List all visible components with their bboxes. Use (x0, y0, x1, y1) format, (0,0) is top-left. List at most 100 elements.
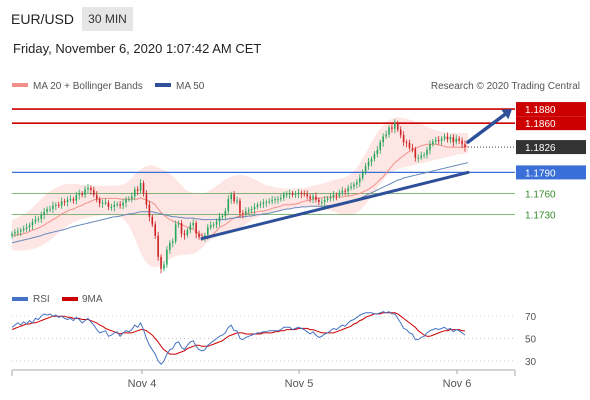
current-price-tag (516, 140, 586, 155)
level-label-1.1760: 1.1760 (525, 190, 556, 201)
candle-body (423, 154, 425, 156)
bollinger-band (12, 117, 468, 268)
candle-body (417, 157, 420, 159)
candle-body (245, 211, 247, 214)
candle-body (63, 201, 66, 203)
candle-body (323, 199, 326, 202)
candle-body (274, 199, 276, 201)
candle-body (280, 197, 282, 200)
candle-body (315, 196, 317, 200)
candle-body (180, 223, 183, 234)
header: EUR/USD 30 MIN (0, 0, 590, 34)
time-tick-label: Nov 4 (128, 378, 157, 390)
level-label-1.1790: 1.1790 (525, 168, 556, 179)
candle-body (437, 140, 440, 142)
candle-body (461, 140, 463, 145)
candle-body (306, 194, 308, 197)
rsi-tick-label: 30 (525, 357, 537, 368)
candle-body (329, 197, 332, 199)
candle-body (78, 193, 81, 195)
candle-body (262, 202, 265, 205)
candle-body (122, 202, 124, 206)
candle-body (14, 232, 16, 234)
candle-body (17, 231, 19, 233)
candle-body (163, 264, 165, 269)
candle-body (227, 199, 230, 212)
candle-body (239, 200, 241, 214)
candle-body (434, 140, 437, 142)
candle-body (171, 241, 174, 243)
rsi-legend-label: RSI (33, 294, 50, 305)
support-trendline (200, 170, 470, 241)
candle-body (338, 192, 341, 196)
candle-body (148, 204, 151, 217)
candle-body (268, 201, 270, 203)
candle-body (49, 209, 51, 210)
rsi-tick-label: 70 (525, 312, 537, 323)
candle-body (151, 216, 154, 225)
candle-body (154, 224, 157, 236)
candle-body (265, 201, 268, 203)
candle-body (376, 149, 379, 155)
candle-body (326, 198, 329, 200)
candle-body (142, 182, 145, 194)
candle-body (341, 190, 344, 193)
ma9-legend-swatch (62, 297, 78, 301)
candle-body (43, 211, 45, 215)
candle-body (113, 204, 116, 207)
forecast-arrow-head (501, 109, 512, 120)
candle-body (388, 127, 390, 135)
candle-body (382, 136, 384, 143)
candle-body (37, 218, 40, 220)
candle-body (119, 204, 121, 206)
datetime-label: Friday, November 6, 2020 1:07:42 AM CET (13, 41, 262, 56)
candle-body (34, 219, 37, 222)
candle-body (320, 201, 323, 203)
rsi-ma9-line (11, 312, 465, 355)
level-tag-1.1880 (516, 102, 586, 117)
rsi-tick-label: 50 (525, 335, 537, 346)
candle-body (174, 224, 177, 242)
candle-body (385, 134, 387, 137)
candle-body (69, 199, 72, 201)
candle-body (464, 144, 466, 148)
candle-body (256, 204, 259, 207)
candle-body (90, 187, 92, 190)
candle-body (31, 221, 34, 226)
candle-body (318, 199, 320, 202)
candle-body (169, 242, 171, 250)
current-price-label: 1.1826 (525, 143, 556, 154)
candle-body (414, 149, 417, 158)
candle-body (353, 184, 355, 187)
candle-body (101, 202, 104, 204)
candle-body (440, 138, 443, 141)
candle-body (57, 204, 60, 206)
candle-body (370, 159, 373, 162)
candle-body (426, 149, 428, 155)
candle-body (399, 129, 402, 136)
candle-body (66, 199, 69, 202)
candle-body (297, 192, 300, 195)
candle-body (52, 205, 54, 209)
candle-body (432, 141, 434, 145)
ma50-legend-label: MA 50 (176, 81, 205, 92)
candle-body (391, 127, 393, 129)
candle-body (285, 194, 288, 196)
candle-body (247, 209, 250, 212)
candle-body (195, 223, 197, 234)
candle-body (224, 211, 227, 217)
candle-body (250, 209, 253, 210)
candle-body (81, 193, 83, 195)
candle-body (93, 190, 95, 195)
candle-body (402, 135, 405, 143)
candle-body (192, 223, 194, 226)
candle-body (25, 227, 28, 229)
timeframe-button[interactable]: 30 MIN (82, 7, 133, 31)
level-tag-1.1860 (516, 116, 586, 131)
candle-body (373, 154, 376, 160)
candle-body (125, 199, 127, 203)
level-label-1.1860: 1.1860 (525, 119, 556, 130)
candle-body (452, 137, 455, 143)
candle-body (358, 178, 361, 183)
candle-body (209, 225, 212, 228)
